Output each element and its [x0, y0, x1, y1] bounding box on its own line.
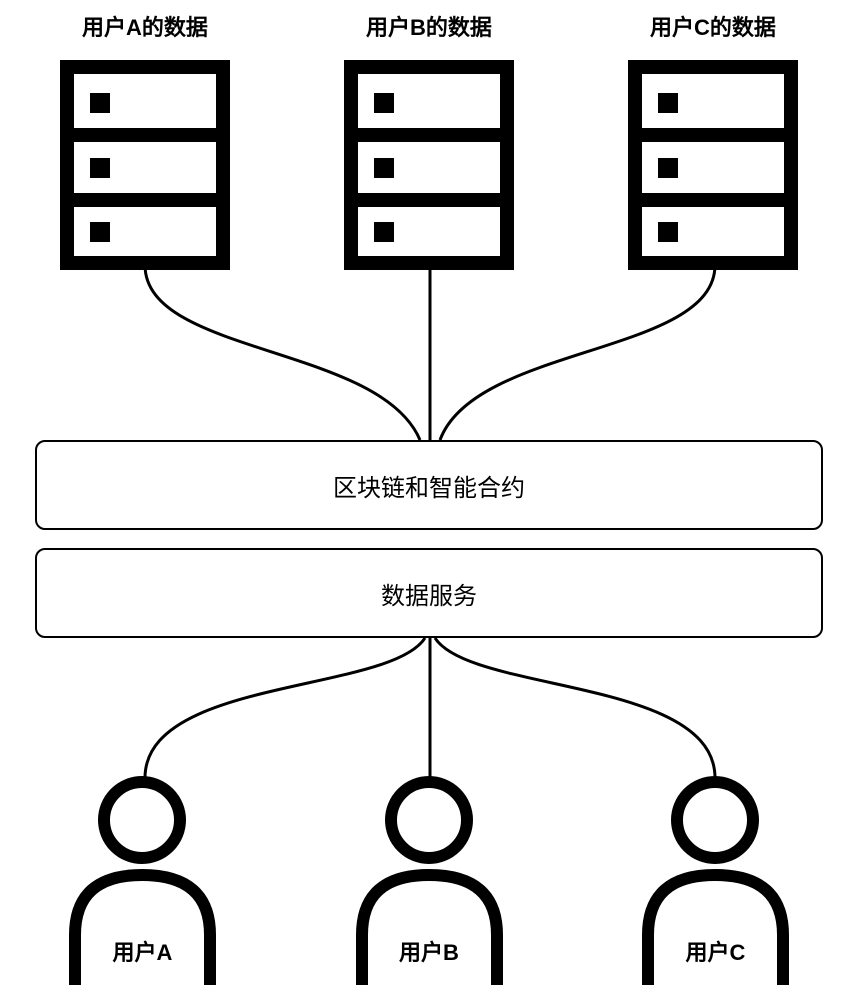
connector-a-top: [145, 265, 420, 440]
server-b-label: 用户B的数据: [366, 10, 492, 42]
blockchain-box: 区块链和智能合约: [35, 440, 823, 530]
top-connectors: [0, 265, 858, 445]
bottom-connectors: [0, 638, 858, 783]
middle-boxes: 区块链和智能合约 数据服务: [35, 440, 823, 638]
server-a-group: 用户A的数据: [60, 10, 230, 270]
user-a-label: 用户A: [55, 935, 230, 967]
server-c-label: 用户C的数据: [650, 10, 776, 42]
connector-a-bottom: [145, 638, 425, 778]
user-c-group: 用户C: [628, 775, 803, 990]
blockchain-box-label: 区块链和智能合约: [333, 468, 525, 503]
server-row: 用户A的数据 用户B的数据 用户C的数据: [0, 10, 858, 270]
user-c-label: 用户C: [628, 935, 803, 967]
server-a-label: 用户A的数据: [82, 10, 208, 42]
server-icon-a: [60, 60, 230, 270]
user-b-label: 用户B: [342, 935, 517, 967]
server-icon-c: [628, 60, 798, 270]
server-b-group: 用户B的数据: [344, 10, 514, 270]
connector-c-bottom: [435, 638, 715, 778]
server-icon-b: [344, 60, 514, 270]
user-a-group: 用户A: [55, 775, 230, 990]
data-service-box-label: 数据服务: [381, 576, 477, 611]
server-c-group: 用户C的数据: [628, 10, 798, 270]
user-b-group: 用户B: [342, 775, 517, 990]
user-row: 用户A 用户B 用户C: [0, 775, 858, 990]
connector-c-top: [440, 265, 715, 440]
data-service-box: 数据服务: [35, 548, 823, 638]
